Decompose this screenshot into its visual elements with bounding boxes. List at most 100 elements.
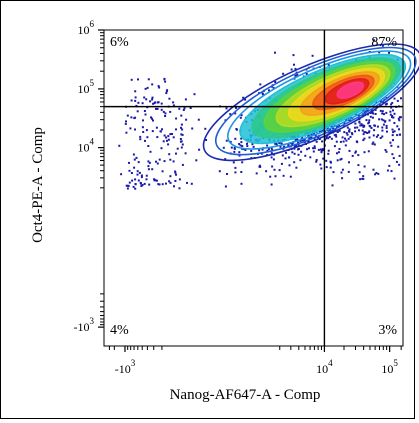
event-dot <box>174 180 177 182</box>
event-dot <box>132 185 135 188</box>
event-dot <box>195 159 198 162</box>
event-dot <box>140 176 143 179</box>
event-dot <box>385 124 388 127</box>
event-dot <box>255 172 258 175</box>
event-dot <box>325 166 328 169</box>
event-dot <box>270 147 273 150</box>
event-dot <box>339 158 342 161</box>
event-dot <box>178 187 181 190</box>
event-dot <box>147 145 150 147</box>
event-dot <box>357 154 360 157</box>
x-tick-label: -103 <box>115 358 136 376</box>
event-dot <box>313 137 316 140</box>
event-dot <box>139 138 142 141</box>
event-dot <box>155 107 157 110</box>
event-dot <box>342 140 345 143</box>
event-dot <box>135 156 138 159</box>
event-dot <box>374 124 376 127</box>
event-dot <box>368 119 371 122</box>
event-dot <box>134 90 137 93</box>
event-dot <box>301 136 304 139</box>
event-dot <box>230 146 233 149</box>
event-dot <box>154 101 157 104</box>
event-dot <box>357 117 360 120</box>
event-dot <box>162 140 165 143</box>
event-dot <box>144 139 146 142</box>
event-dot <box>159 130 162 133</box>
event-dot <box>400 97 402 100</box>
event-dot <box>374 173 377 176</box>
contour-level <box>336 81 365 99</box>
event-dot <box>309 156 312 159</box>
event-dot <box>341 168 344 171</box>
event-dot <box>146 136 149 139</box>
event-dot <box>328 136 331 138</box>
event-dot <box>354 130 357 133</box>
event-dot <box>132 153 135 156</box>
event-dot <box>125 184 128 187</box>
event-dot <box>233 146 236 149</box>
event-dot <box>149 100 152 103</box>
event-dot <box>233 147 236 150</box>
event-dot <box>313 145 316 148</box>
event-dot <box>392 139 394 142</box>
event-dot <box>137 179 140 182</box>
event-dot <box>293 63 295 66</box>
event-dot <box>246 142 248 145</box>
event-dot <box>384 103 387 106</box>
event-dot <box>360 124 363 127</box>
event-dot <box>151 83 154 86</box>
event-dot <box>381 129 384 132</box>
event-dot <box>341 136 344 139</box>
event-dot <box>172 136 175 139</box>
event-dot <box>225 139 228 142</box>
event-dot <box>320 149 323 152</box>
event-dot <box>153 178 156 181</box>
event-dot <box>362 124 365 127</box>
event-dot <box>152 119 154 122</box>
event-dot <box>346 126 349 129</box>
event-dot <box>382 119 385 122</box>
event-dot <box>288 164 291 167</box>
event-dot <box>334 129 337 132</box>
event-dot <box>160 108 163 111</box>
event-dot <box>371 142 374 145</box>
event-dot <box>355 140 358 143</box>
event-dot <box>150 116 152 119</box>
event-dot <box>299 159 302 162</box>
event-dot <box>134 178 137 181</box>
y-tick-label: -103 <box>74 316 95 334</box>
event-dot <box>127 184 130 187</box>
event-dot <box>390 103 393 106</box>
event-dot <box>135 104 138 107</box>
event-dot <box>239 144 242 147</box>
quadrant-label-top-left: 6% <box>110 35 129 50</box>
event-dot <box>293 161 296 164</box>
event-dot <box>157 183 160 186</box>
event-dot <box>204 127 207 130</box>
event-dot <box>362 177 365 180</box>
event-dot <box>174 171 177 174</box>
event-dot <box>329 166 332 169</box>
event-dot <box>351 132 353 135</box>
quadrant-label-bottom-left: 4% <box>110 323 129 338</box>
y-axis-label: Oct4-PE-A - Comp <box>30 127 46 243</box>
event-dot <box>184 152 187 155</box>
event-dot <box>321 140 324 143</box>
event-dot <box>364 131 367 134</box>
axes: -103 104 105 -103 104 105 106 <box>74 19 404 376</box>
event-dot <box>382 101 385 104</box>
contour-level <box>214 46 417 156</box>
event-dot <box>308 147 310 150</box>
event-dot <box>229 140 232 143</box>
event-dot <box>163 134 166 137</box>
event-dot <box>189 107 192 109</box>
event-dot <box>398 128 400 131</box>
event-dot <box>389 113 392 116</box>
event-dot <box>382 123 385 126</box>
event-dot <box>310 136 313 139</box>
x-tick-label: 105 <box>381 358 398 376</box>
event-dot <box>280 142 283 145</box>
event-dot <box>391 116 393 119</box>
event-dot <box>390 170 393 173</box>
